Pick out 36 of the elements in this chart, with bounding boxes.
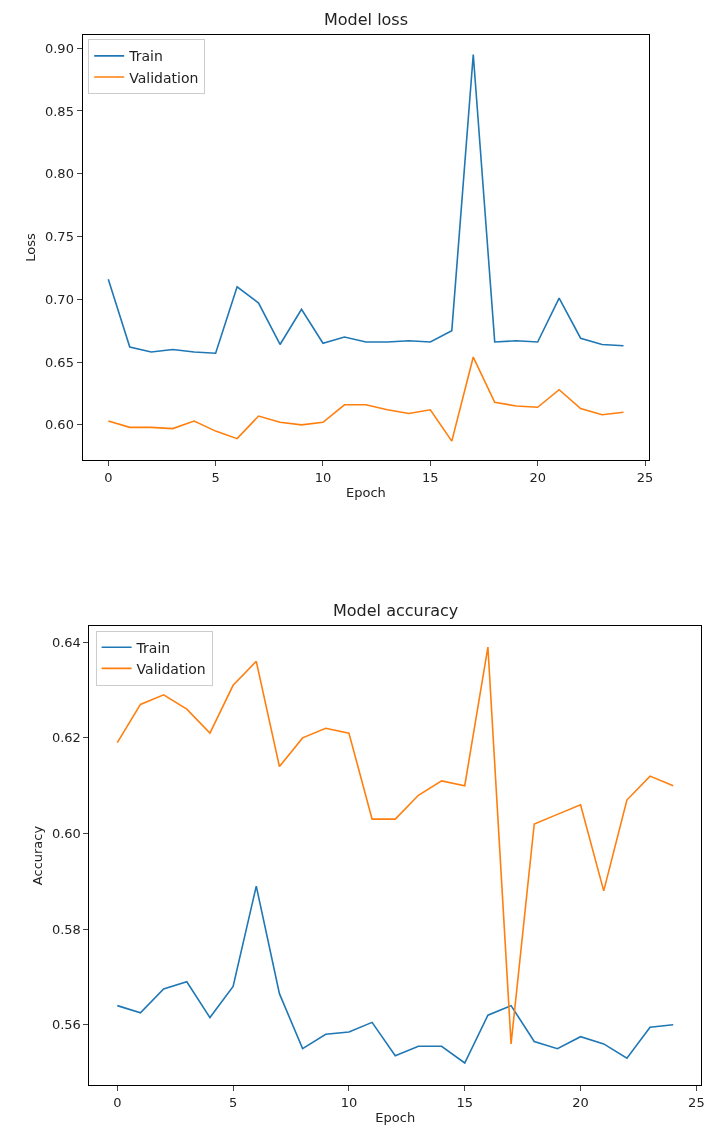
chart-title: Model accuracy bbox=[333, 601, 459, 620]
y-tick-label: 0.80 bbox=[44, 166, 74, 182]
x-axis-title: Epoch bbox=[375, 1110, 416, 1126]
legend-label: Validation bbox=[129, 69, 199, 86]
y-tick-label: 0.60 bbox=[44, 417, 74, 433]
chart-title: Model loss bbox=[324, 10, 409, 29]
x-tick-label: 25 bbox=[636, 469, 654, 485]
y-tick-label: 0.60 bbox=[51, 826, 81, 842]
x-tick-label: 10 bbox=[314, 469, 332, 485]
y-tick-label: 0.70 bbox=[44, 291, 74, 307]
legend-label: Train bbox=[135, 639, 171, 656]
y-tick-label: 0.64 bbox=[51, 634, 81, 650]
x-tick-label: 10 bbox=[340, 1094, 358, 1110]
x-tick-label: 5 bbox=[211, 469, 220, 485]
line-series bbox=[116, 885, 675, 1064]
y-tick-label: 0.90 bbox=[44, 40, 74, 56]
x-tick-label: 20 bbox=[572, 1094, 589, 1110]
x-tick-label: 0 bbox=[113, 1094, 122, 1110]
y-axis-title: Accuracy bbox=[29, 825, 45, 886]
x-tick-label: 5 bbox=[228, 1094, 238, 1110]
y-tick-label: 0.65 bbox=[44, 354, 74, 370]
x-tick-label: 20 bbox=[529, 469, 546, 485]
legend-label: Validation bbox=[136, 660, 206, 677]
x-tick-label: 15 bbox=[422, 469, 439, 485]
y-tick-label: 0.62 bbox=[51, 730, 81, 746]
x-tick-label: 0 bbox=[104, 469, 113, 485]
y-tick-label: 0.85 bbox=[44, 103, 74, 119]
legend-label: Train bbox=[128, 48, 163, 65]
y-tick-label: 0.58 bbox=[51, 921, 81, 937]
y-tick-label: 0.56 bbox=[51, 1017, 81, 1033]
x-tick-label: 25 bbox=[688, 1094, 705, 1110]
y-axis-title: Loss bbox=[22, 233, 38, 262]
line-series bbox=[107, 356, 625, 442]
x-tick-label: 15 bbox=[456, 1094, 474, 1110]
x-axis-title: Epoch bbox=[346, 485, 386, 501]
y-tick-label: 0.75 bbox=[44, 229, 74, 245]
